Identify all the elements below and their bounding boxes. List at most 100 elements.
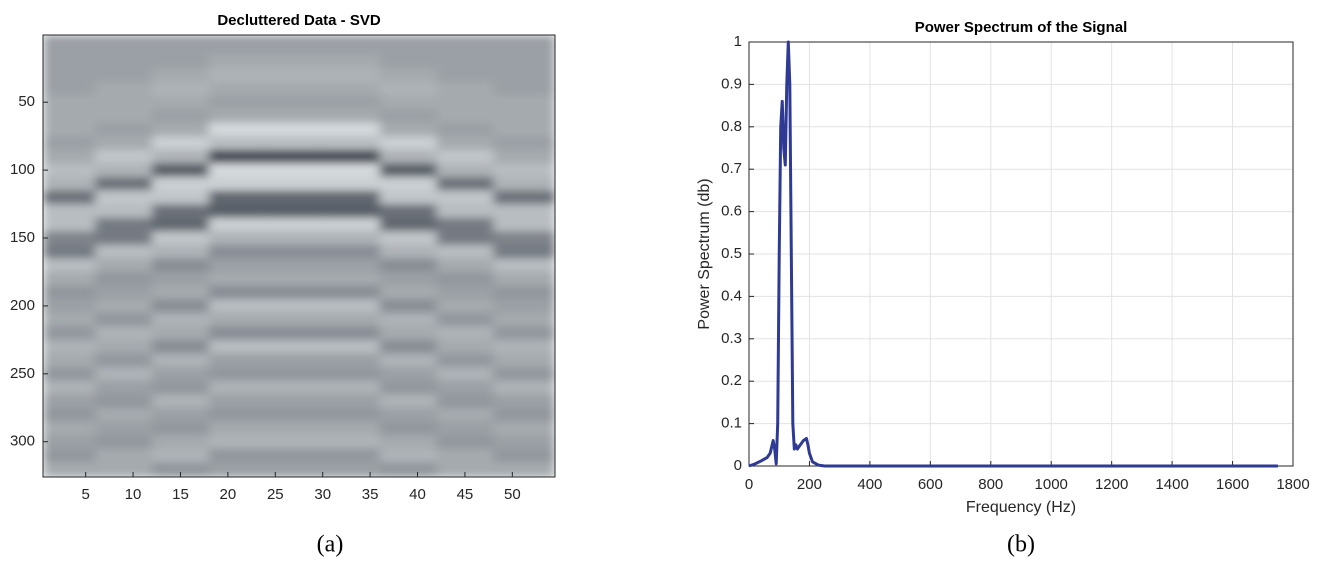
cell (43, 312, 96, 327)
cell (493, 35, 555, 56)
cell (265, 176, 324, 191)
cell (152, 258, 210, 273)
cell (493, 312, 555, 327)
cell (436, 95, 494, 110)
cell (265, 122, 324, 137)
cell (322, 68, 381, 83)
x-tick-label: 1400 (1155, 476, 1188, 493)
cell (265, 244, 324, 259)
cell (208, 271, 267, 287)
cell (379, 35, 437, 56)
cell (95, 217, 153, 232)
cell (265, 35, 324, 56)
cell (208, 380, 267, 395)
cell (436, 421, 494, 436)
x-tick-label: 1600 (1216, 476, 1249, 493)
cell (322, 271, 381, 287)
cell (95, 122, 153, 137)
cell (208, 176, 267, 191)
cell (436, 35, 494, 56)
cell (95, 448, 153, 463)
cell (208, 367, 267, 382)
y-tick-label: 0.4 (721, 287, 742, 304)
caption: (b) (1007, 532, 1035, 558)
cell (436, 231, 494, 246)
cell (493, 367, 555, 382)
cell (95, 231, 153, 246)
cell (493, 339, 555, 354)
cell (152, 434, 210, 449)
caption: (a) (317, 532, 344, 558)
cell (95, 312, 153, 327)
cell (493, 122, 555, 137)
cell (379, 258, 437, 273)
cell (152, 407, 210, 422)
cell (436, 122, 494, 137)
cell (436, 271, 494, 287)
cell (493, 421, 555, 436)
cell (43, 353, 96, 368)
cell (436, 299, 494, 314)
cell (322, 421, 381, 436)
cell (43, 244, 96, 259)
cell (379, 190, 437, 205)
cell (208, 54, 267, 69)
cell (152, 244, 210, 259)
cell (265, 380, 324, 395)
cell (436, 244, 494, 259)
cell (43, 258, 96, 273)
cell (322, 353, 381, 368)
cell (436, 163, 494, 178)
cell (379, 204, 437, 219)
cell (95, 407, 153, 422)
x-tick-label: 1800 (1276, 476, 1309, 493)
cell (379, 421, 437, 436)
x-tick-label: 800 (978, 476, 1003, 493)
cell (95, 136, 153, 151)
y-tick-label: 0.9 (721, 75, 742, 92)
cell (43, 231, 96, 246)
cell (43, 217, 96, 232)
cell (493, 407, 555, 422)
cell (493, 231, 555, 246)
cell (379, 217, 437, 232)
y-tick-label: 0.3 (721, 330, 742, 347)
cell (208, 217, 267, 232)
cell (322, 299, 381, 314)
cell (265, 339, 324, 354)
image-area (43, 35, 555, 477)
chart-title: Decluttered Data - SVD (217, 12, 381, 29)
cell (379, 299, 437, 314)
cell (95, 339, 153, 354)
cell (379, 271, 437, 287)
cell (265, 204, 324, 219)
cell (265, 163, 324, 178)
cell (493, 81, 555, 96)
y-tick-label: 250 (10, 365, 35, 382)
cell (265, 394, 324, 409)
cell (152, 421, 210, 436)
cell (379, 149, 437, 164)
cell (379, 244, 437, 259)
cell (95, 109, 153, 124)
cell (265, 231, 324, 246)
cell (43, 271, 96, 287)
cell (322, 312, 381, 327)
cell (152, 95, 210, 110)
y-tick-label: 50 (18, 93, 35, 110)
cell (208, 122, 267, 137)
x-tick-label: 600 (918, 476, 943, 493)
x-tick-label: 10 (125, 486, 142, 503)
cell (95, 394, 153, 409)
cell (322, 204, 381, 219)
cell (379, 285, 437, 300)
cell (95, 326, 153, 341)
cell (43, 421, 96, 436)
cell (95, 35, 153, 56)
cell (152, 299, 210, 314)
cell (322, 462, 381, 477)
cell (208, 394, 267, 409)
cell (43, 95, 96, 110)
x-tick-label: 400 (857, 476, 882, 493)
